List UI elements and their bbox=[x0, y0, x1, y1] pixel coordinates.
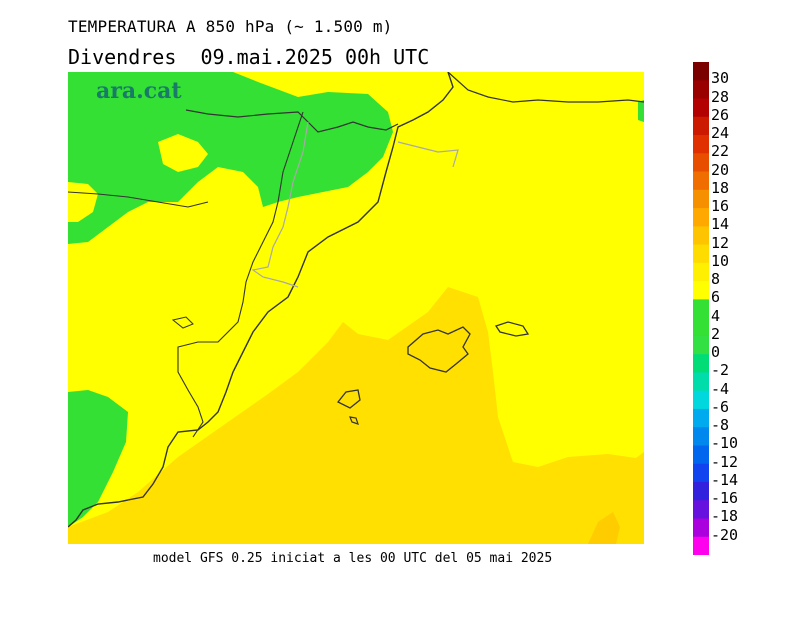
legend-label: -4 bbox=[711, 379, 730, 398]
legend-label: 16 bbox=[711, 197, 730, 216]
map-valid-time: Divendres 09.mai.2025 00h UTC bbox=[68, 45, 430, 69]
legend-label: 22 bbox=[711, 142, 730, 161]
legend-swatch bbox=[693, 372, 709, 392]
legend-swatch bbox=[693, 281, 709, 300]
legend-label: -12 bbox=[711, 452, 739, 471]
legend-label: -16 bbox=[711, 489, 739, 508]
island-formentera bbox=[349, 416, 359, 425]
temp-field-10-12 bbox=[588, 512, 620, 544]
border-spain-west bbox=[68, 191, 209, 208]
temp-field-8-10-b bbox=[208, 412, 278, 544]
legend-swatch bbox=[693, 171, 709, 191]
legend-swatch bbox=[693, 427, 709, 446]
color-legend bbox=[693, 62, 709, 555]
legend-label: 20 bbox=[711, 160, 730, 179]
coastline-france bbox=[447, 72, 644, 103]
border-catalonia bbox=[251, 121, 459, 288]
legend-label: 24 bbox=[711, 124, 730, 143]
temp-field-8-10 bbox=[68, 287, 644, 544]
legend-swatch bbox=[693, 80, 709, 100]
legend-label: 18 bbox=[711, 178, 730, 197]
border-andorra-region bbox=[177, 111, 304, 438]
coastline bbox=[68, 72, 454, 528]
legend-label: -2 bbox=[711, 361, 730, 380]
legend-swatch bbox=[693, 98, 709, 118]
legend-label: -20 bbox=[711, 525, 739, 544]
legend-swatch bbox=[693, 481, 709, 501]
temp-field-0-6-west bbox=[68, 390, 128, 527]
island-eivissa bbox=[336, 389, 361, 409]
model-run-note: model GFS 0.25 iniciat a les 00 UTC del … bbox=[153, 551, 553, 566]
map-title: TEMPERATURA A 850 hPa (~ 1.500 m) bbox=[68, 17, 393, 36]
border-pyrenees bbox=[185, 109, 399, 133]
legend-swatch bbox=[693, 354, 709, 373]
legend-label: 4 bbox=[711, 306, 721, 325]
legend-label: 8 bbox=[711, 270, 721, 289]
legend-swatch bbox=[693, 408, 709, 428]
legend-label: 6 bbox=[711, 288, 721, 307]
legend-swatch bbox=[693, 518, 709, 538]
legend-label: -10 bbox=[711, 434, 739, 453]
island-mallorca bbox=[407, 326, 471, 373]
temp-field-0-6-east bbox=[638, 100, 644, 122]
legend-swatch bbox=[693, 189, 709, 209]
ara-cat-logo: ara.cat bbox=[96, 78, 182, 104]
legend-label: -6 bbox=[711, 397, 730, 416]
legend-label: 14 bbox=[711, 215, 730, 234]
legend-label: 10 bbox=[711, 251, 730, 270]
legend-swatch bbox=[693, 445, 709, 465]
legend-swatch bbox=[693, 317, 709, 337]
legend-swatch bbox=[693, 62, 709, 81]
legend-swatch bbox=[693, 244, 709, 264]
legend-swatch bbox=[693, 135, 709, 154]
legend-label: 30 bbox=[711, 69, 730, 88]
legend-swatch bbox=[693, 500, 709, 519]
legend-label: 2 bbox=[711, 324, 721, 343]
legend-label: -8 bbox=[711, 416, 730, 435]
legend-label: -18 bbox=[711, 507, 739, 526]
legend-label: -14 bbox=[711, 470, 739, 489]
legend-swatch bbox=[693, 116, 709, 136]
legend-label: 0 bbox=[711, 343, 721, 362]
legend-swatch bbox=[693, 153, 709, 173]
legend-swatch bbox=[693, 262, 709, 282]
legend-swatch bbox=[693, 536, 709, 555]
legend-swatch bbox=[693, 208, 709, 227]
island-menorca bbox=[494, 321, 530, 337]
legend-swatch bbox=[693, 335, 709, 355]
legend-label: 12 bbox=[711, 233, 730, 252]
temperature-map bbox=[68, 72, 644, 544]
legend-swatch bbox=[693, 299, 709, 319]
legend-label: 26 bbox=[711, 105, 730, 124]
legend-label: 28 bbox=[711, 87, 730, 106]
legend-swatch bbox=[693, 390, 709, 410]
legend-swatch bbox=[693, 226, 709, 246]
legend-swatch bbox=[693, 463, 709, 483]
